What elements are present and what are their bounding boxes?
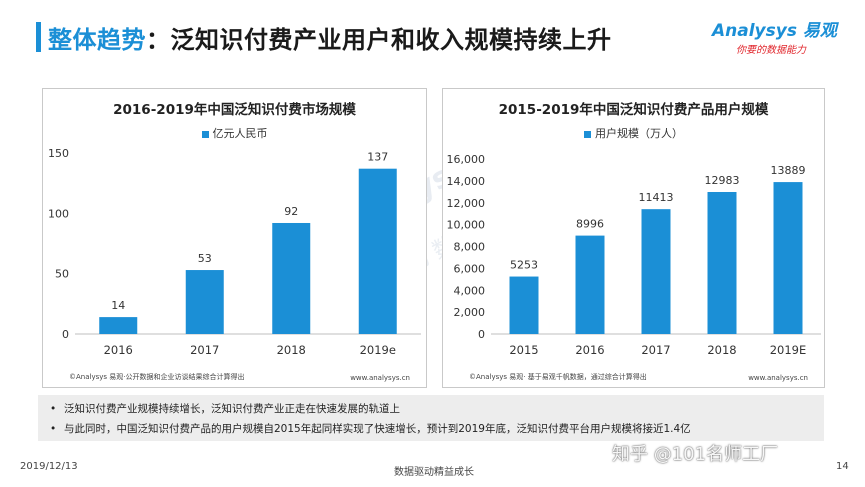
y-tick-label: 8,000 xyxy=(454,241,486,254)
legend-label: 用户规模（万人） xyxy=(595,127,683,140)
legend-swatch xyxy=(201,130,209,138)
y-tick-label: 0 xyxy=(478,328,485,341)
page-title-separator: ： xyxy=(146,26,171,54)
user-scale-chart: 0 2,000 4,000 6,000 8,000 10,000 12,000 14,000 1… xyxy=(447,153,821,357)
x-tick-label: 2015 xyxy=(509,343,538,357)
y-tick-label: 16,000 xyxy=(447,153,486,166)
y-tick-label: 12,000 xyxy=(447,197,486,210)
x-tick-label: 2018 xyxy=(277,343,306,357)
x-tick-label: 2016 xyxy=(104,343,133,357)
legend-label: 亿元人民币 xyxy=(212,127,268,140)
bar xyxy=(99,317,138,334)
chart-url: www.analysys.cn xyxy=(748,374,808,382)
chart-title: 2016-2019年中国泛知识付费市场规模 xyxy=(113,102,356,118)
y-tick-label: 10,000 xyxy=(447,219,486,232)
x-tick-label: 2017 xyxy=(190,343,219,357)
bar xyxy=(358,168,397,334)
bar xyxy=(707,191,737,334)
y-tick-label: 2,000 xyxy=(454,306,486,319)
bar xyxy=(641,209,671,334)
y-tick-label: 150 xyxy=(48,147,69,160)
logo-brand: Analysys 易观 xyxy=(712,21,837,41)
analysys-logo: Analysys 易观 你要的数据能力 xyxy=(712,16,842,58)
x-tick-label: 2016 xyxy=(575,343,604,357)
bar xyxy=(509,276,539,334)
chart-source: ©Analysys 易观·公开数据和企业访谈结果综合计算得出 xyxy=(69,373,245,381)
y-tick-label: 50 xyxy=(55,268,69,281)
bar-value-label: 53 xyxy=(198,252,212,265)
bar-value-label: 12983 xyxy=(705,174,740,187)
chart-url: www.analysys.cn xyxy=(350,374,410,382)
x-tick-label: 2017 xyxy=(641,343,670,357)
bar-value-label: 13889 xyxy=(771,164,806,177)
note-bullet: • xyxy=(50,423,57,435)
page-number: 14 xyxy=(836,461,849,472)
bar-value-label: 92 xyxy=(284,205,298,218)
bar xyxy=(272,222,311,334)
note-item: • 泛知识付费产业规模持续增长，泛知识付费产业正走在快速发展的轨道上 xyxy=(50,401,400,416)
title-accent-bar xyxy=(36,22,41,52)
note-item: • 与此同时，中国泛知识付费产品的用户规模自2015年起同样实现了快速增长，预计到… xyxy=(50,421,691,436)
bar-value-label: 11413 xyxy=(639,191,674,204)
user-scale-chart-panel: 2015-2019年中国泛知识付费产品用户规模 用户规模（万人） 0 2,000 4… xyxy=(442,88,825,388)
chart-legend: 亿元人民币 xyxy=(43,125,426,141)
market-size-chart-panel: 2016-2019年中国泛知识付费市场规模 亿元人民币 0 50 100 150 14 2… xyxy=(42,88,427,388)
y-tick-label: 6,000 xyxy=(454,262,486,275)
page-title-accent: 整体趋势 xyxy=(48,26,146,54)
bar xyxy=(185,270,224,334)
legend-swatch xyxy=(584,130,591,138)
bar-value-label: 8996 xyxy=(576,218,604,231)
page-title: 整体趋势：泛知识付费产业用户和收入规模持续上升 xyxy=(48,20,612,55)
note-text: 泛知识付费产业规模持续增长，泛知识付费产业正走在快速发展的轨道上 xyxy=(64,403,400,415)
bar-value-label: 5253 xyxy=(510,259,538,272)
market-size-chart: 0 50 100 150 14 2016 53 2017 92 2018 137 2019e xyxy=(48,147,421,357)
y-tick-label: 0 xyxy=(62,328,69,341)
bar-value-label: 14 xyxy=(111,299,125,312)
bar-value-label: 137 xyxy=(367,151,388,164)
y-tick-label: 14,000 xyxy=(447,175,486,188)
chart-title: 2015-2019年中国泛知识付费产品用户规模 xyxy=(498,102,769,118)
y-tick-label: 4,000 xyxy=(454,284,486,297)
bar xyxy=(773,182,803,334)
bar xyxy=(575,235,605,334)
logo-slogan: 你要的数据能力 xyxy=(736,45,806,56)
summary-notes: • 泛知识付费产业规模持续增长，泛知识付费产业正走在快速发展的轨道上 • 与此同时，… xyxy=(38,395,824,441)
y-tick-label: 100 xyxy=(48,207,69,220)
x-tick-label: 2019e xyxy=(360,343,396,357)
x-tick-label: 2018 xyxy=(707,343,736,357)
page-title-rest: 泛知识付费产业用户和收入规模持续上升 xyxy=(170,26,612,54)
chart-legend: 用户规模（万人） xyxy=(443,125,824,141)
footer-slogan: 数据驱动精益成长 xyxy=(394,467,474,478)
zhihu-watermark: 知乎 @101名师工厂 xyxy=(612,444,779,465)
note-text: 与此同时，中国泛知识付费产品的用户规模自2015年起同样实现了快速增长，预计到2… xyxy=(64,423,691,435)
note-bullet: • xyxy=(50,403,57,415)
x-tick-label: 2019E xyxy=(770,343,807,357)
chart-source: ©Analysys 易观· 基于易观千帆数据，通过综合计算得出 xyxy=(469,373,647,381)
footer-date: 2019/12/13 xyxy=(20,461,78,472)
